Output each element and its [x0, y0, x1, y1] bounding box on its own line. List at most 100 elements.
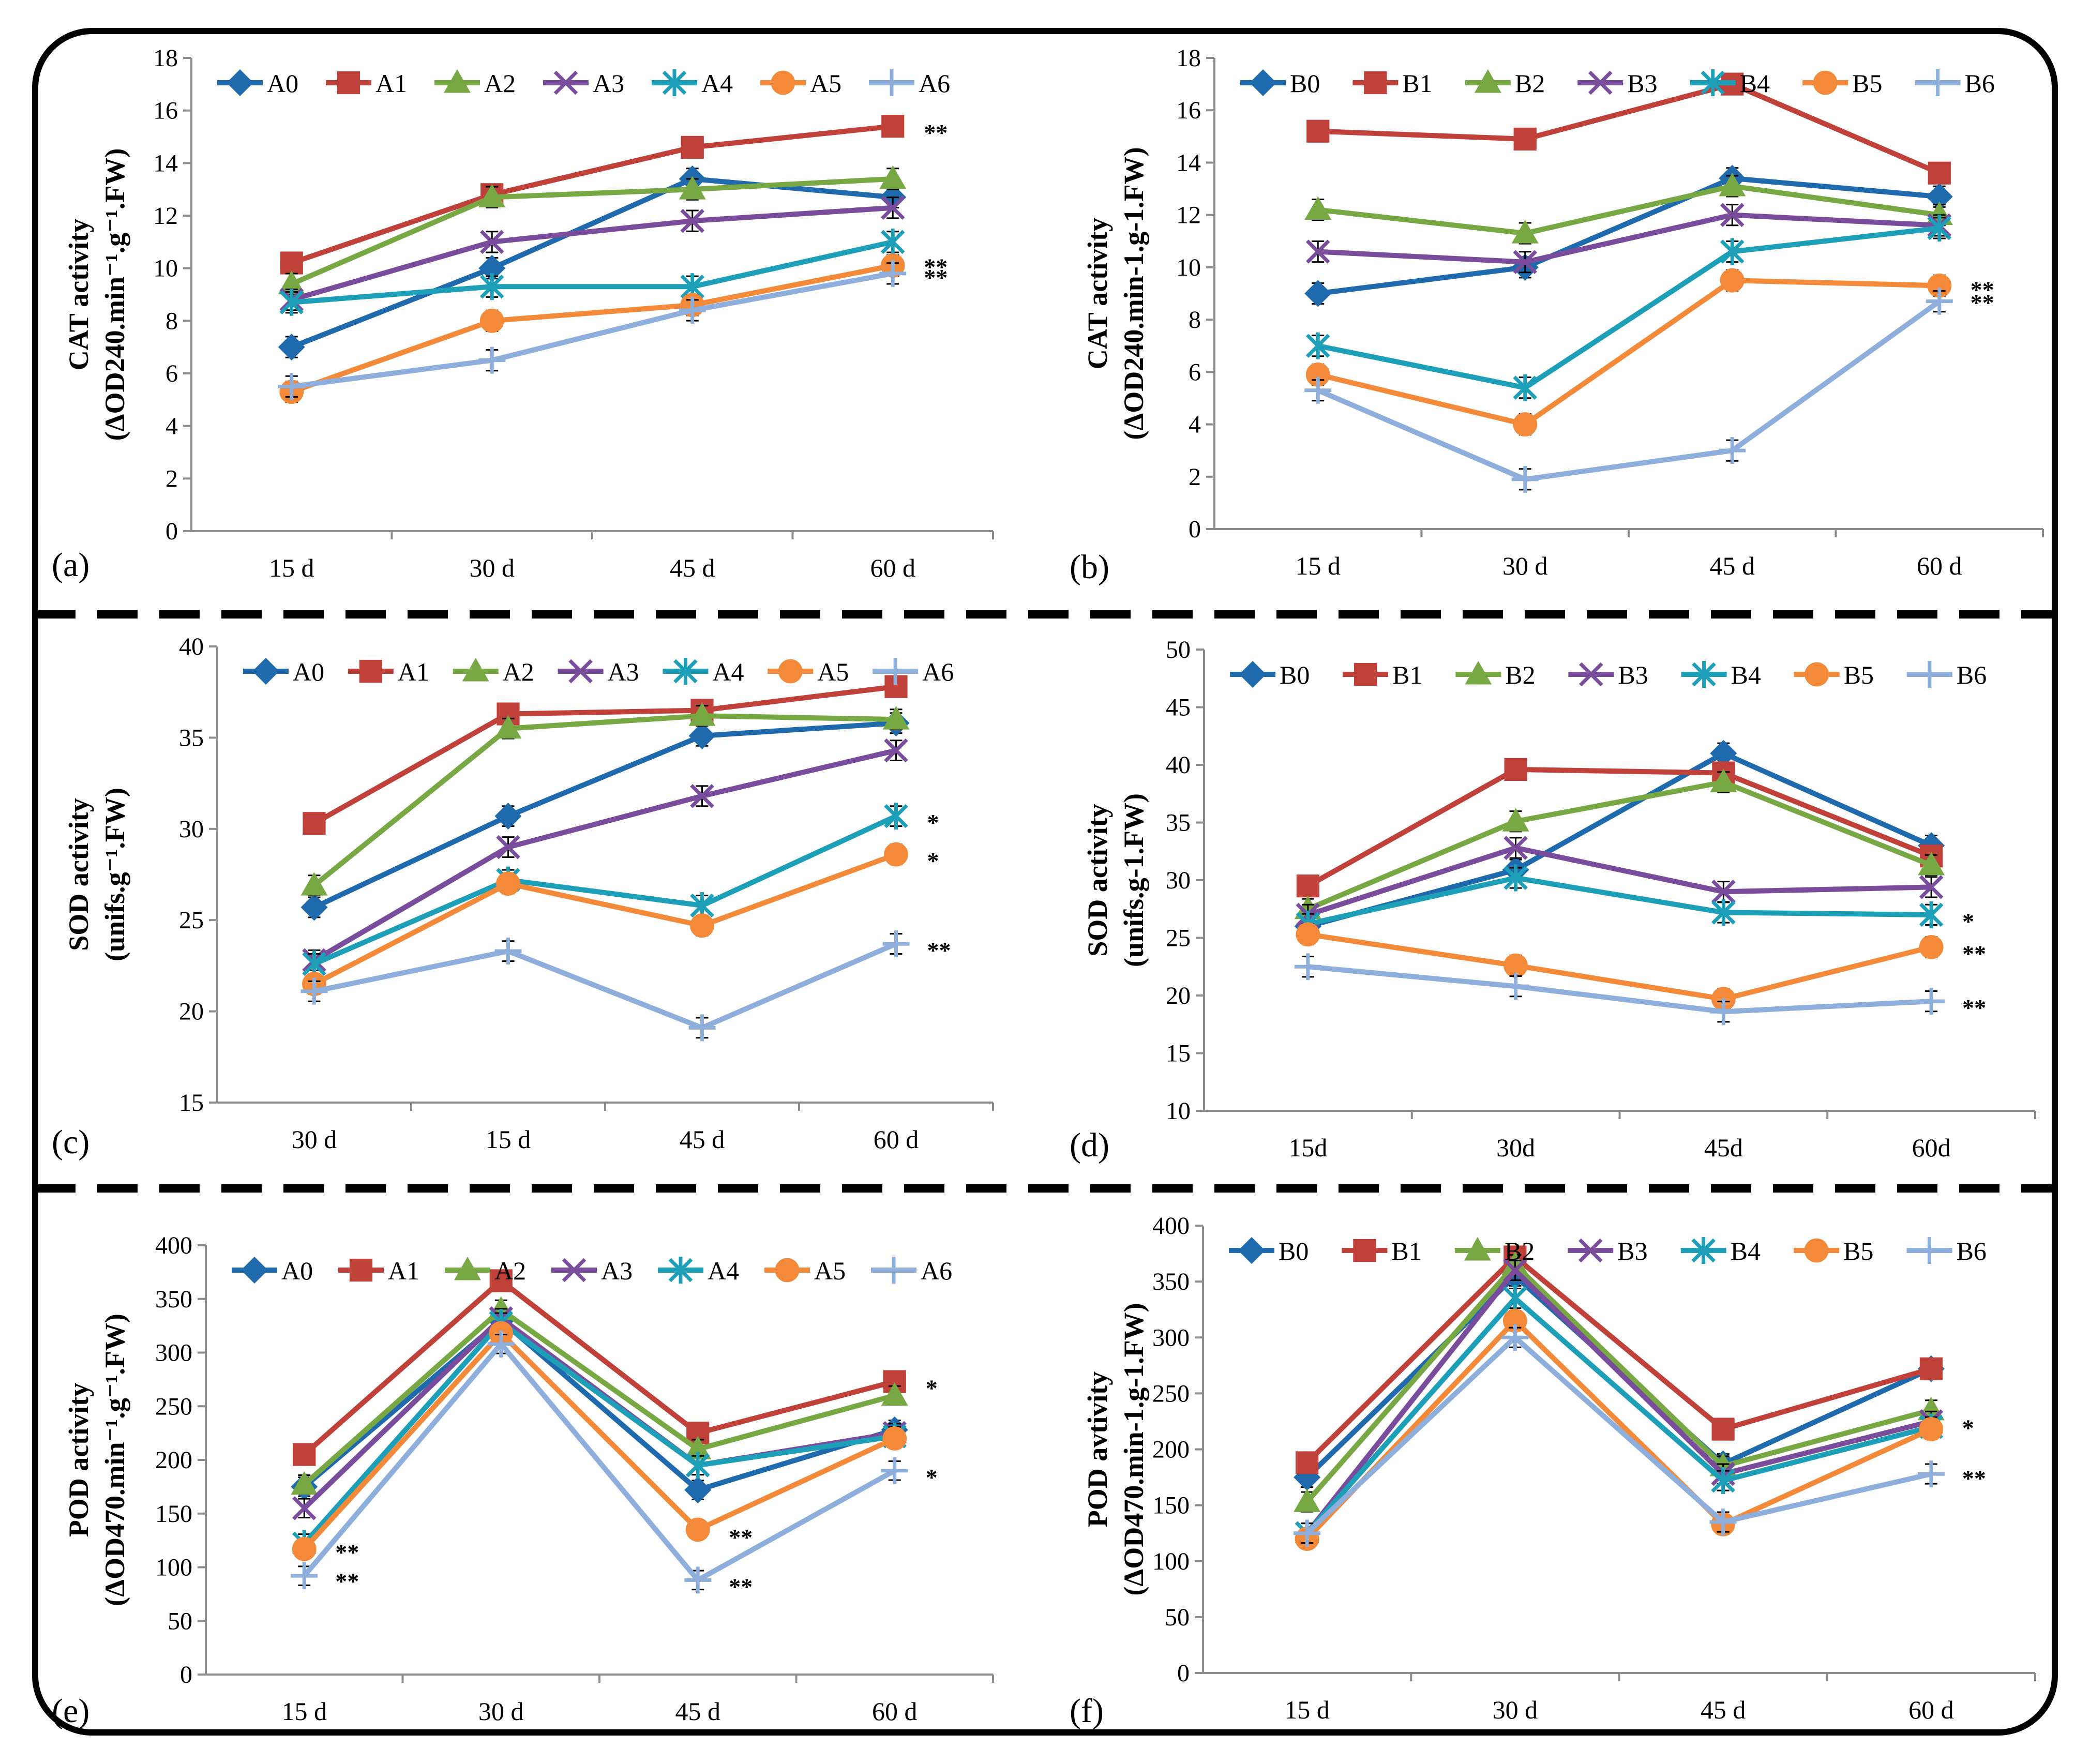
- series-line: [302, 1320, 895, 1546]
- significance-marker: **: [335, 1539, 359, 1565]
- data-point: [291, 1471, 318, 1495]
- legend-label: B6: [1965, 69, 1995, 98]
- x-tick-label: 45 d: [680, 1125, 725, 1154]
- series-line: [313, 720, 896, 910]
- y-tick-label: 6: [166, 360, 178, 387]
- chart-panel-f: 0 50 100 150 200 250 300 350 400 15 d 30 d 45 d 60 d…: [1070, 1212, 2036, 1730]
- chart-panel-d: 10 15 20 25 30 35 40 45 50 15d 30d 45d 60d SOD activi…: [1070, 636, 2036, 1164]
- series-line: [1307, 750, 1933, 929]
- data-point: [1926, 183, 1953, 210]
- data-point: [1304, 196, 1332, 220]
- x-tick-label: 30 d: [478, 1697, 524, 1726]
- data-point: [494, 938, 522, 965]
- y-axis-label-line1: SOD activity: [1082, 804, 1113, 956]
- legend-marker: [1804, 1238, 1829, 1263]
- series-B6: [1294, 953, 1945, 1026]
- data-point: [1502, 808, 1529, 832]
- series-line: [1317, 299, 1941, 482]
- data-point: [278, 373, 305, 400]
- series-line: [1305, 1262, 1932, 1504]
- legend-marker: [562, 1258, 587, 1283]
- series-line: [1305, 1295, 1932, 1535]
- data-point: [1503, 1258, 1527, 1283]
- data-point: [478, 346, 506, 374]
- data-point: [1711, 899, 1736, 926]
- y-tick-label: 15: [179, 1089, 204, 1117]
- data-point: [1306, 119, 1330, 143]
- series-line: [312, 713, 896, 888]
- x-tick-label: 15 d: [486, 1125, 531, 1154]
- legend-label: B5: [1852, 69, 1882, 98]
- x-tick-label: 30d: [1496, 1133, 1535, 1162]
- series-line: [313, 852, 897, 987]
- data-point: [292, 1496, 317, 1520]
- data-point: [1918, 852, 1945, 876]
- series-B4: [1295, 1285, 1944, 1547]
- data-point: [479, 273, 504, 300]
- series-A4: [279, 228, 905, 316]
- series-B5: [1305, 268, 1952, 436]
- significance-marker: **: [1971, 276, 1994, 303]
- chart-panel-b: 0 2 4 6 8 10 12 14 16 18 15 d 30 d 45 d 60 d CAT activ…: [1070, 44, 2044, 586]
- x-tick-label: 30 d: [292, 1125, 337, 1154]
- y-tick-label: 300: [155, 1339, 192, 1367]
- x-tick-label: 45 d: [1710, 551, 1755, 580]
- series-B1: [1296, 1245, 1943, 1474]
- legend-marker: [1588, 70, 1613, 95]
- legend-label: B5: [1843, 1237, 1873, 1265]
- legend-marker: [1353, 1239, 1376, 1262]
- series-line: [291, 124, 893, 266]
- series-line: [302, 1341, 896, 1583]
- legend-marker: [1474, 69, 1501, 93]
- series-line: [1305, 1254, 1932, 1465]
- data-point: [1919, 934, 1944, 959]
- x-tick-label: 60 d: [1908, 1695, 1954, 1724]
- series-line: [1307, 931, 1932, 1002]
- x-tick-label: 15d: [1288, 1133, 1327, 1162]
- legend-marker: [878, 69, 905, 96]
- y-axis-label-line2: (ΔOD470.min⁻¹.g⁻¹.FW): [99, 1314, 130, 1606]
- data-point: [884, 738, 908, 763]
- legend-marker: [1579, 662, 1603, 687]
- y-tick-label: 10: [1176, 254, 1201, 281]
- data-point: [688, 702, 716, 726]
- series-line: [1305, 1335, 1932, 1535]
- legend-label: B0: [1279, 1237, 1309, 1265]
- series-B6: [1304, 288, 1953, 493]
- legend-marker: [673, 658, 698, 685]
- legend-marker: [882, 658, 909, 685]
- series-line: [302, 1307, 896, 1487]
- series-B4: [1305, 214, 1952, 401]
- legend-marker: [1354, 662, 1377, 686]
- y-tick-label: 18: [153, 44, 178, 72]
- data-point: [1719, 172, 1746, 197]
- data-point: [1711, 1418, 1735, 1441]
- legend-label: A4: [712, 657, 744, 686]
- data-point: [1511, 220, 1539, 244]
- significance-marker: **: [335, 1568, 359, 1594]
- data-point: [1919, 1417, 1944, 1441]
- series-line: [1317, 278, 1939, 427]
- y-tick-label: 4: [1189, 411, 1201, 439]
- y-tick-label: 250: [1152, 1380, 1190, 1407]
- data-point: [1305, 239, 1330, 264]
- significance-marker: *: [926, 1375, 938, 1401]
- panel-label: (c): [52, 1123, 89, 1161]
- data-point: [688, 722, 716, 749]
- data-point: [487, 1330, 515, 1358]
- legend-marker: [771, 70, 795, 95]
- data-point: [278, 334, 305, 361]
- series-line: [1305, 1268, 1932, 1535]
- y-tick-label: 10: [153, 255, 178, 282]
- data-point: [1919, 1357, 1943, 1380]
- y-tick-label: 400: [1152, 1212, 1190, 1240]
- panel-label: (a): [52, 546, 89, 584]
- panel-label: (b): [1070, 548, 1109, 586]
- y-tick-label: 18: [1176, 44, 1201, 72]
- x-tick-label: 30 d: [470, 553, 515, 582]
- data-point: [881, 1382, 908, 1406]
- series-line: [313, 813, 897, 967]
- y-tick-label: 350: [1152, 1268, 1190, 1295]
- y-tick-label: 350: [155, 1286, 192, 1313]
- data-point: [1296, 922, 1320, 947]
